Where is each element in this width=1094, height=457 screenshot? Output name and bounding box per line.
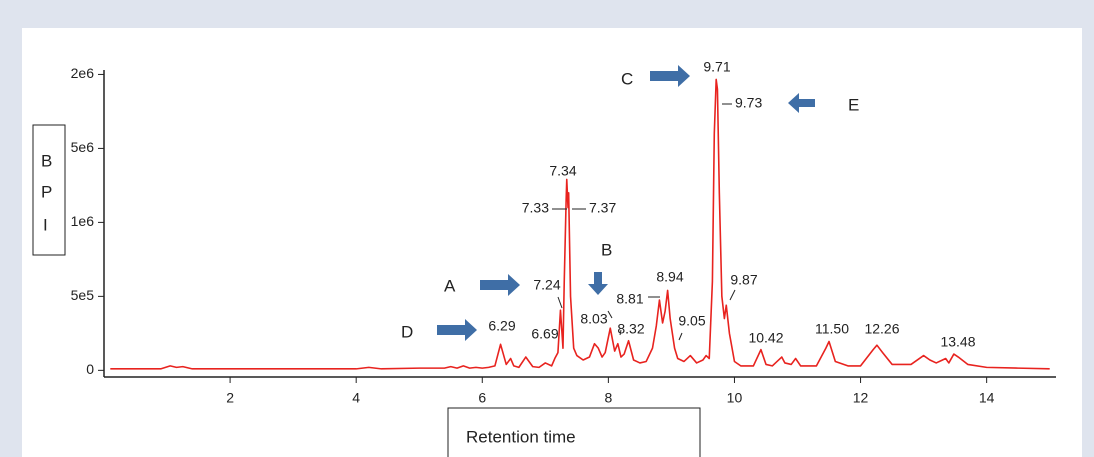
y-tick-label: 0 — [86, 361, 94, 377]
arrow-label: E — [848, 95, 859, 114]
arrow-label: C — [621, 69, 633, 88]
peak-label: 11.50 — [815, 321, 849, 337]
x-tick-label: 8 — [604, 390, 612, 406]
trace — [110, 78, 1050, 370]
peak-label: 7.37 — [589, 200, 616, 216]
x-tick-label: 2 — [226, 390, 234, 406]
peak-label: 7.24 — [533, 277, 560, 293]
arrow — [650, 65, 690, 87]
peak-label: 9.71 — [703, 59, 730, 75]
arrows — [437, 65, 815, 341]
y-axis-label: B — [41, 151, 52, 170]
peak-label: 8.03 — [580, 311, 607, 327]
x-tick-label: 10 — [727, 390, 743, 406]
peak-label: 9.05 — [678, 313, 705, 329]
arrow — [437, 319, 477, 341]
peak-label: 6.69 — [531, 326, 558, 342]
x-tick-label: 4 — [352, 390, 360, 406]
peak-label: 9.87 — [730, 272, 757, 288]
y-axis-label: I — [43, 215, 48, 234]
leader-line — [729, 289, 736, 301]
arrow — [788, 93, 815, 113]
x-tick-label: 14 — [979, 390, 995, 406]
x-tick-label: 12 — [853, 390, 869, 406]
y-tick-label: 5e5 — [71, 287, 95, 303]
arrow — [480, 274, 520, 296]
x-label-box — [447, 407, 701, 457]
leader-line — [607, 310, 613, 319]
peak-label: 13.48 — [940, 334, 975, 350]
leader-line — [619, 329, 622, 336]
y-label-box — [32, 124, 66, 256]
peak-label: 8.32 — [617, 321, 644, 337]
peak-label: 12.26 — [864, 321, 899, 337]
leader-line — [678, 332, 683, 341]
arrow — [588, 272, 608, 295]
peak-label: 8.81 — [616, 291, 643, 307]
peak-label: 6.29 — [488, 318, 515, 334]
leader-line — [557, 296, 563, 309]
y-axis-label: P — [41, 182, 52, 201]
peak-label: 9.73 — [735, 95, 762, 111]
arrow-label: D — [401, 322, 413, 341]
panel — [22, 28, 1082, 457]
x-axis-label: Retention time — [466, 427, 576, 446]
arrow-label: A — [444, 276, 456, 295]
y-tick-label: 1e6 — [71, 213, 95, 229]
peak-label: 7.34 — [549, 163, 576, 179]
peak-label: 8.94 — [656, 269, 683, 285]
x-tick-label: 6 — [478, 390, 486, 406]
peak-label: 10.42 — [748, 330, 783, 346]
y-tick-label: 5e6 — [71, 139, 95, 155]
y-tick-label: 2e6 — [71, 65, 95, 81]
peak-label: 7.33 — [522, 200, 549, 216]
arrow-label: B — [601, 240, 612, 259]
